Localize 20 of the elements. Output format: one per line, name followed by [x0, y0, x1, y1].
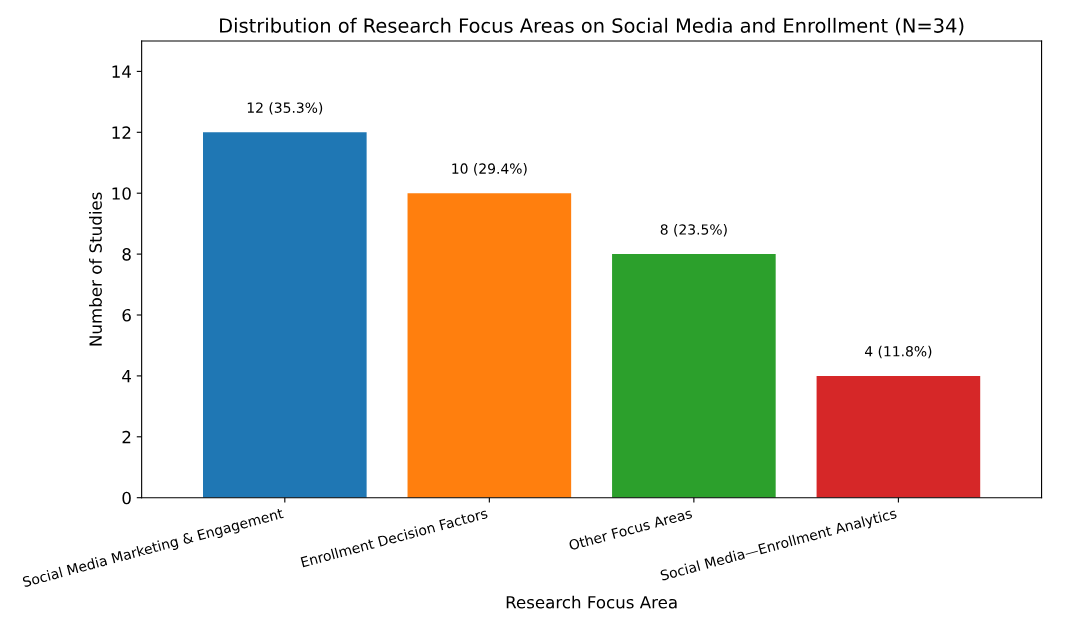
- y-tick-label: 10: [112, 187, 131, 200]
- bar: [816, 375, 981, 498]
- y-tick-label: 2: [122, 430, 131, 444]
- y-tick-label: 8: [122, 248, 131, 261]
- data-label: 12 (35.3%): [247, 102, 323, 115]
- x-tick-label: Other Focus Areas: [568, 507, 693, 551]
- bar: [612, 254, 776, 498]
- y-tick-label: 12: [112, 126, 131, 139]
- y-tick-label: 6: [122, 308, 131, 322]
- y-axis-title: Number of Studies: [89, 192, 102, 346]
- data-label: 8 (23.5%): [660, 224, 727, 237]
- data-label: 4 (11.8%): [864, 345, 932, 359]
- bar: [407, 193, 572, 498]
- y-tick-label: 14: [112, 65, 131, 78]
- chart-title: Distribution of Research Focus Areas on Social Media and Enrollment (N=34): [220, 17, 964, 36]
- bar: [203, 132, 367, 498]
- x-axis-title: Research Focus Area: [506, 595, 677, 609]
- data-label: 10 (29.4%): [452, 163, 527, 176]
- y-tick-label: 4: [122, 370, 131, 383]
- y-tick-label: 0: [122, 491, 131, 505]
